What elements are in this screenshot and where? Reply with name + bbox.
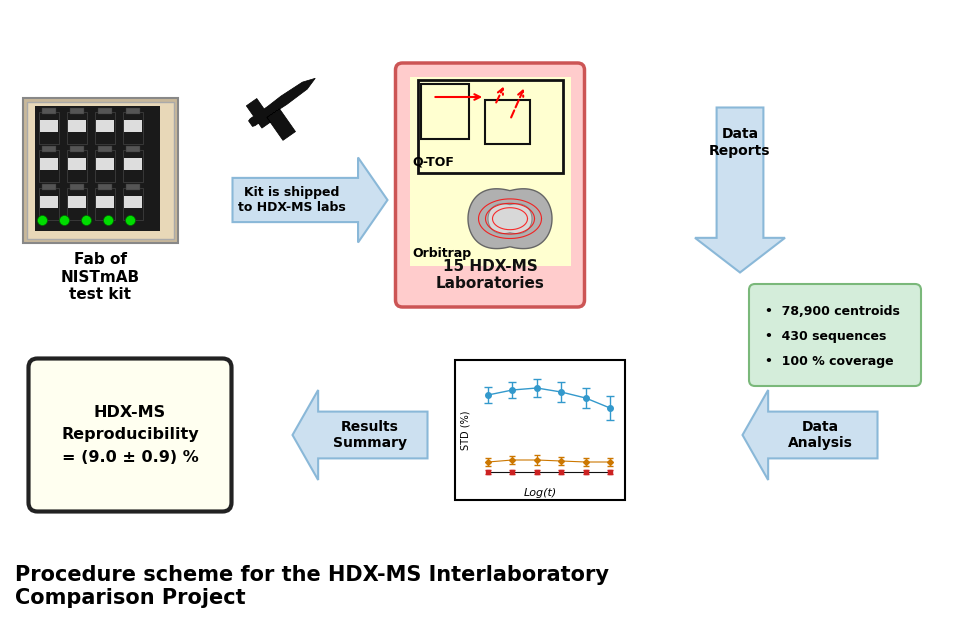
Bar xyxy=(67,120,85,131)
Text: Procedure scheme for the HDX-MS Interlaboratory
Comparison Project: Procedure scheme for the HDX-MS Interlab… xyxy=(15,565,609,608)
Bar xyxy=(39,157,58,169)
Circle shape xyxy=(82,215,91,225)
FancyBboxPatch shape xyxy=(29,359,231,512)
Polygon shape xyxy=(232,157,388,243)
Bar xyxy=(35,106,159,231)
Text: •  100 % coverage: • 100 % coverage xyxy=(765,355,894,368)
Text: Log(t): Log(t) xyxy=(523,488,557,498)
Polygon shape xyxy=(488,204,532,234)
Bar xyxy=(66,150,86,182)
Bar xyxy=(420,84,468,140)
Bar xyxy=(98,145,111,152)
FancyBboxPatch shape xyxy=(749,284,921,386)
Text: •  78,900 centroids: • 78,900 centroids xyxy=(765,305,900,318)
Bar xyxy=(126,108,139,113)
Bar xyxy=(123,111,142,143)
Bar xyxy=(418,80,563,173)
Bar xyxy=(94,187,114,220)
Bar xyxy=(124,196,141,208)
Text: •  430 sequences: • 430 sequences xyxy=(765,330,886,343)
Bar xyxy=(69,108,84,113)
Text: Orbitrap: Orbitrap xyxy=(413,247,471,260)
Bar xyxy=(95,196,113,208)
Bar xyxy=(41,108,56,113)
Text: Results
Summary: Results Summary xyxy=(333,420,407,450)
Polygon shape xyxy=(247,78,315,140)
Bar xyxy=(126,183,139,189)
Bar xyxy=(67,157,85,169)
Bar xyxy=(67,196,85,208)
Bar xyxy=(66,187,86,220)
Bar xyxy=(98,108,111,113)
Bar xyxy=(98,183,111,189)
Polygon shape xyxy=(742,390,877,480)
Circle shape xyxy=(104,215,113,225)
Text: STD (%): STD (%) xyxy=(460,410,470,450)
Bar xyxy=(41,145,56,152)
Bar xyxy=(22,97,178,243)
Text: Data
Reports: Data Reports xyxy=(709,127,771,157)
Bar xyxy=(39,120,58,131)
Bar xyxy=(124,157,141,169)
Circle shape xyxy=(126,215,135,225)
Bar xyxy=(94,150,114,182)
Circle shape xyxy=(37,215,47,225)
Text: 15 HDX-MS
Laboratories: 15 HDX-MS Laboratories xyxy=(436,259,544,291)
Bar xyxy=(39,196,58,208)
Bar xyxy=(455,360,625,500)
Circle shape xyxy=(60,215,69,225)
Polygon shape xyxy=(695,108,785,273)
Bar xyxy=(69,183,84,189)
Bar xyxy=(27,101,174,238)
Bar xyxy=(123,187,142,220)
Bar xyxy=(410,180,570,266)
Bar xyxy=(485,100,530,144)
Bar xyxy=(38,187,59,220)
Bar xyxy=(95,157,113,169)
Bar xyxy=(123,150,142,182)
Bar xyxy=(38,150,59,182)
FancyBboxPatch shape xyxy=(396,63,585,307)
Text: Fab of
NISTmAB
test kit: Fab of NISTmAB test kit xyxy=(60,252,139,303)
Polygon shape xyxy=(293,390,427,480)
Bar xyxy=(38,111,59,143)
Bar xyxy=(66,111,86,143)
Bar xyxy=(94,111,114,143)
Text: Data
Analysis: Data Analysis xyxy=(787,420,852,450)
Bar xyxy=(69,145,84,152)
Text: Q-TOF: Q-TOF xyxy=(413,155,454,168)
Text: Kit is shipped
to HDX-MS labs: Kit is shipped to HDX-MS labs xyxy=(238,186,346,214)
Bar xyxy=(124,120,141,131)
Bar xyxy=(410,77,570,180)
Bar xyxy=(95,120,113,131)
Polygon shape xyxy=(468,189,552,248)
Bar xyxy=(126,145,139,152)
Bar xyxy=(41,183,56,189)
Text: HDX-MS
Reproducibility
= (9.0 ± 0.9) %: HDX-MS Reproducibility = (9.0 ± 0.9) % xyxy=(61,405,199,465)
